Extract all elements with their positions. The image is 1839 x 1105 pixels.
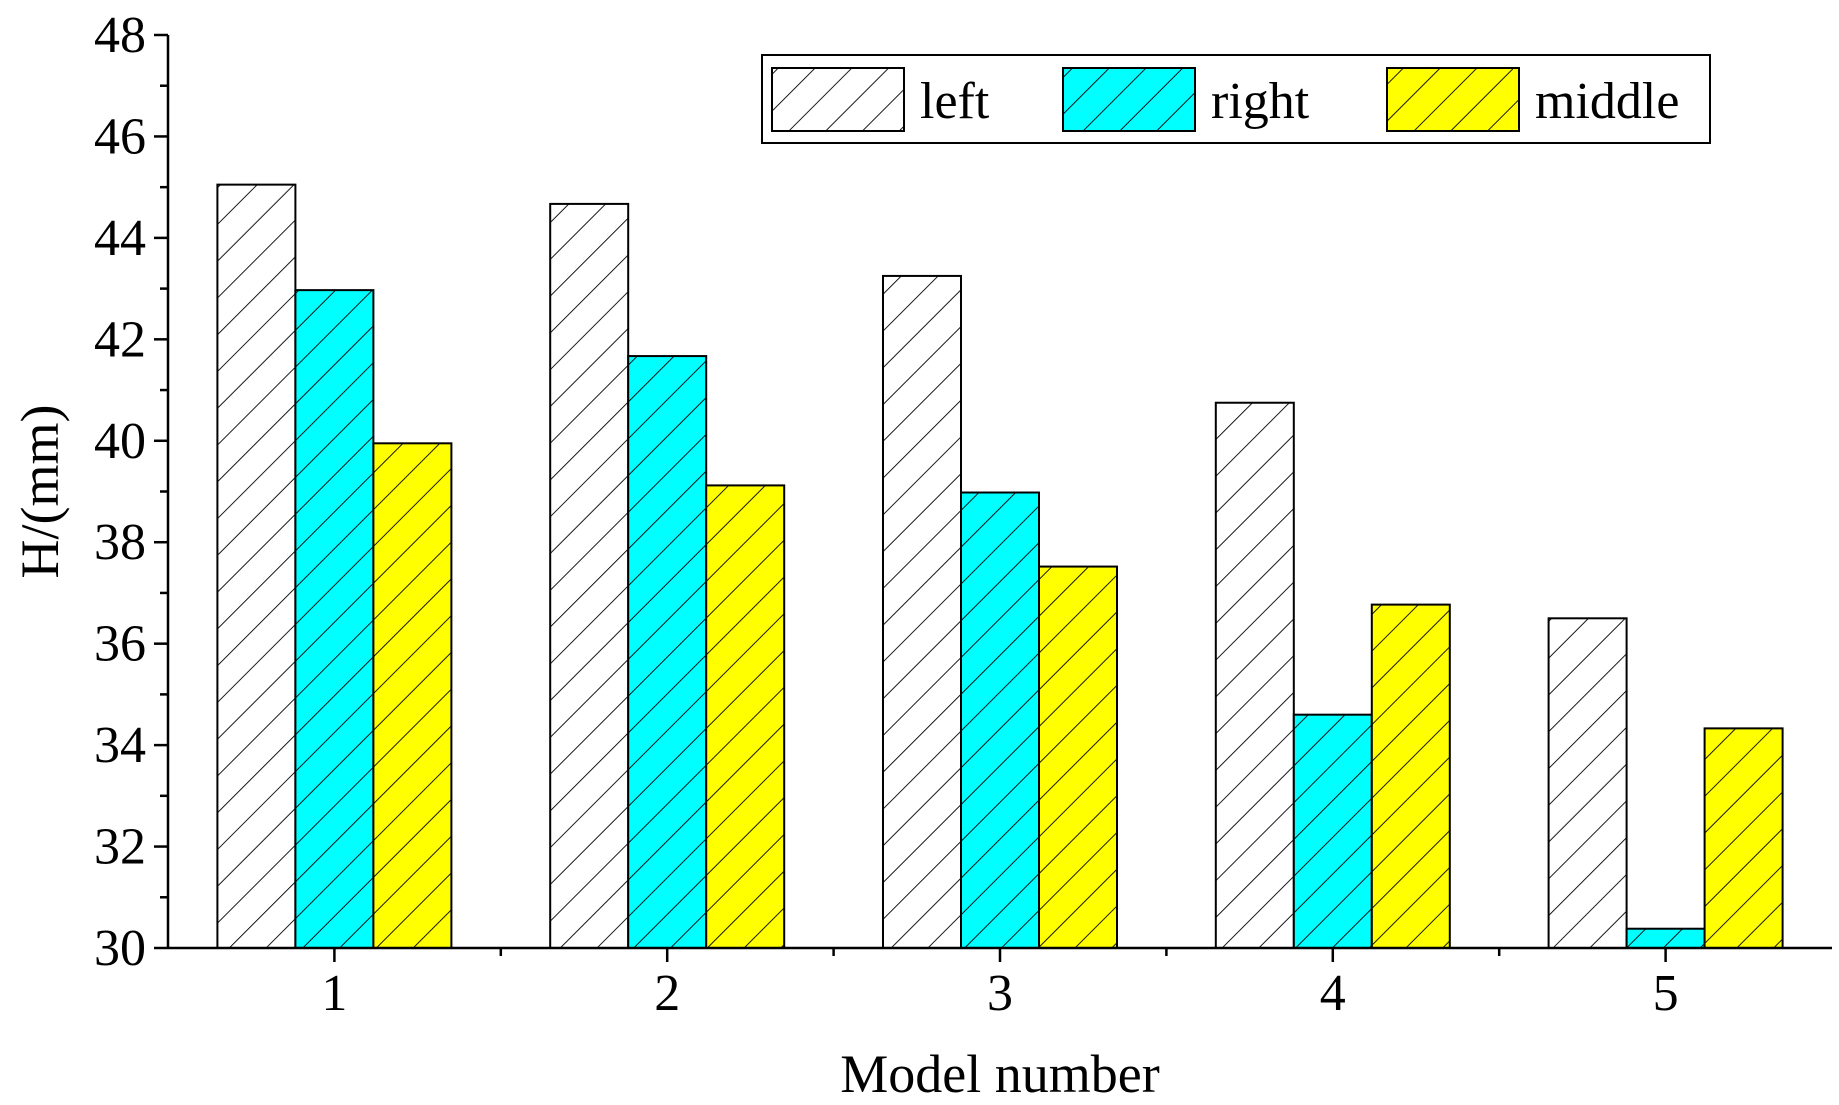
y-tick-label: 34 <box>94 717 146 774</box>
x-tick-label: 2 <box>654 965 680 1022</box>
y-axis-title: H/(mm) <box>10 405 70 579</box>
bar-left-4 <box>1214 401 1295 950</box>
bar-left-3 <box>882 274 962 949</box>
y-tick-label: 30 <box>94 920 146 977</box>
y-tick-label: 36 <box>94 616 146 673</box>
legend-swatch-left <box>771 67 905 132</box>
x-tick-label: 5 <box>1653 965 1679 1022</box>
bar-middle-2 <box>705 484 786 949</box>
bar-right-4 <box>1292 713 1373 950</box>
legend-swatch-right <box>1062 67 1196 132</box>
bar-right-2 <box>627 355 708 949</box>
y-tick-label: 42 <box>94 311 146 368</box>
bar-left-2 <box>549 202 630 949</box>
y-tick-label: 38 <box>94 514 146 571</box>
x-tick-label: 3 <box>987 965 1013 1022</box>
legend: left right middle <box>761 54 1711 144</box>
y-tick-label: 46 <box>94 108 146 165</box>
x-tick-label: 4 <box>1320 965 1346 1022</box>
bar-middle-5 <box>1703 727 1784 950</box>
legend-label-right: right <box>1211 73 1310 130</box>
y-tick-label: 32 <box>94 819 146 876</box>
bar-right-5 <box>1625 927 1706 950</box>
bar-middle-4 <box>1370 603 1451 949</box>
bar-middle-3 <box>1038 565 1118 950</box>
bar-left-5 <box>1547 617 1628 949</box>
bar-right-1 <box>294 289 375 950</box>
bar-right-3 <box>960 491 1040 949</box>
legend-swatch-middle <box>1386 67 1520 132</box>
x-axis-title: Model number <box>840 1044 1159 1104</box>
legend-box <box>761 54 1711 144</box>
bars-group <box>216 183 1784 950</box>
x-tick-label: 1 <box>321 965 347 1022</box>
legend-label-left: left <box>920 73 990 130</box>
y-tick-label: 40 <box>94 413 146 470</box>
bar-left-1 <box>216 183 297 949</box>
y-tick-label: 48 <box>94 7 146 64</box>
legend-label-middle: middle <box>1535 73 1679 130</box>
y-tick-label: 44 <box>94 210 146 267</box>
bar-middle-1 <box>372 442 453 949</box>
